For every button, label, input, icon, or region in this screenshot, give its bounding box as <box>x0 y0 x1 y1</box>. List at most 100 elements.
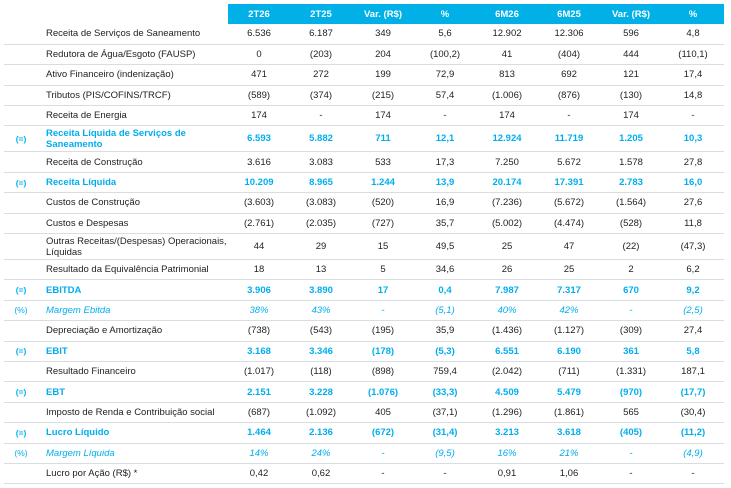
row-value: (1.861) <box>553 406 585 418</box>
row-prefix: (=) <box>15 285 27 296</box>
row-value: 3.618 <box>557 427 581 439</box>
row-label: Custos de Construção <box>46 197 140 209</box>
row-value: (589) <box>247 89 271 101</box>
row-value: 4.509 <box>495 386 519 398</box>
row-value: - <box>381 304 385 316</box>
table-row: Outras Receitas/(Despesas) Operacionais,… <box>4 234 724 260</box>
row-prefix <box>4 463 38 483</box>
row-value: 759,4 <box>433 366 457 378</box>
row-value: (33,3) <box>432 386 458 398</box>
header-row: 2T26 2T25 Var. (R$) % 6M26 6M25 Var. (R$… <box>4 4 724 24</box>
row-value: (672) <box>371 427 395 439</box>
row-value: 27,4 <box>683 325 703 337</box>
row-value: (405) <box>619 427 643 439</box>
table-row: Tributos (PIS/COFINS/TRCF) (589) (374) (215… <box>4 85 724 106</box>
row-value: 41 <box>501 49 513 61</box>
row-label: Receita de Construção <box>46 156 143 168</box>
row-prefix: (%) <box>14 448 28 459</box>
table-row: (=) EBIT 3.168 3.346 (178) (5,3) 6.551 6.190 361… <box>4 341 724 362</box>
row-label: Redutora de Água/Esgoto (FAUSP) <box>46 49 196 61</box>
col-header: 6M26 <box>476 4 538 24</box>
row-value: (1.564) <box>615 197 647 209</box>
row-label: Tributos (PIS/COFINS/TRCF) <box>46 89 171 101</box>
row-value: 174 <box>375 110 391 122</box>
row-value: (118) <box>310 366 332 378</box>
row-value: 21% <box>559 447 579 459</box>
row-value: (1.331) <box>615 366 647 378</box>
row-value: (4.474) <box>553 217 585 229</box>
row-value: - <box>629 447 633 459</box>
row-value: (215) <box>371 89 395 101</box>
row-value: - <box>443 110 447 122</box>
row-value: 1.578 <box>619 156 643 168</box>
row-value: 47 <box>563 241 575 253</box>
col-header: 6M25 <box>538 4 600 24</box>
row-value: (1.092) <box>305 406 337 418</box>
row-value: 2.151 <box>247 386 271 398</box>
row-value: 20.174 <box>492 177 522 189</box>
row-value: (5,3) <box>435 345 455 357</box>
row-value: 72,9 <box>435 69 455 81</box>
row-value: 5.479 <box>557 386 581 398</box>
row-prefix <box>4 213 38 233</box>
row-prefix <box>4 260 38 280</box>
table-row: (=) Receita Líquida 10.209 8.965 1.244 13,9 20… <box>4 172 724 193</box>
table-row: (%) Margem Ebitda 38% 43% - (5,1) 40% 42% - (2,5) <box>4 300 724 321</box>
table-row: Ativo Financeiro (indenização) 471 272 199 7… <box>4 65 724 86</box>
row-value: 14,8 <box>683 89 703 101</box>
row-value: (520) <box>371 197 395 209</box>
row-prefix <box>4 234 38 260</box>
row-value: 565 <box>623 406 639 418</box>
row-value: 2 <box>628 264 634 276</box>
row-value: 1.205 <box>619 133 643 145</box>
row-value: 533 <box>375 156 391 168</box>
row-value: (178) <box>371 345 395 357</box>
row-value: 7.317 <box>557 284 581 296</box>
row-value: (970) <box>619 386 643 398</box>
row-value: 15 <box>377 241 389 253</box>
row-value: (47,3) <box>680 241 706 253</box>
table-row: Resultado da Equivalência Patrimonial 18 1… <box>4 260 724 280</box>
row-value: 711 <box>375 133 391 145</box>
row-value: 10,3 <box>683 133 703 145</box>
row-value: 2.136 <box>309 427 333 439</box>
row-value: 6,2 <box>686 264 700 276</box>
row-prefix <box>4 65 38 85</box>
row-label: EBT <box>46 386 65 398</box>
row-value: (687) <box>247 406 271 418</box>
prefix-header <box>4 4 38 24</box>
row-value: 16% <box>497 447 517 459</box>
row-value: 187,1 <box>681 366 705 378</box>
row-value: (2.035) <box>305 217 337 229</box>
row-value: 349 <box>375 28 391 40</box>
row-value: 692 <box>561 69 577 81</box>
row-value: 5,8 <box>686 345 700 357</box>
row-prefix <box>4 85 38 105</box>
row-value: 38% <box>249 304 269 316</box>
row-prefix <box>4 193 38 213</box>
row-value: - <box>319 110 323 122</box>
row-value: 49,5 <box>435 241 455 253</box>
row-label: Receita Líquida de Serviços de Saneament… <box>46 127 186 150</box>
row-label: Resultado Financeiro <box>46 366 136 378</box>
row-value: 13,9 <box>435 177 455 189</box>
table-row: Imposto de Renda e Contribuição social (6… <box>4 402 724 423</box>
row-value: 3.890 <box>309 284 333 296</box>
row-value: (898) <box>371 366 395 378</box>
table-row: Custos e Despesas (2.761) (2.035) (727) 35,7… <box>4 213 724 234</box>
row-value: 813 <box>499 69 515 81</box>
row-prefix: (=) <box>15 387 27 398</box>
col-header: Var. (R$) <box>352 4 414 24</box>
row-value: 204 <box>375 49 391 61</box>
row-value: 6.551 <box>495 345 519 357</box>
row-value: 174 <box>251 110 267 122</box>
financial-results-table: 2T26 2T25 Var. (R$) % 6M26 6M25 Var. (R$… <box>4 4 724 484</box>
row-value: 7.250 <box>495 156 519 168</box>
col-header: Var. (R$) <box>600 4 662 24</box>
row-prefix <box>4 44 38 64</box>
row-value: (1.076) <box>367 386 399 398</box>
row-value: 6.187 <box>309 28 333 40</box>
row-prefix: (%) <box>14 305 28 316</box>
row-value: 8.965 <box>309 177 333 189</box>
table-row: Receita de Serviços de Saneamento 6.536 6.… <box>4 24 724 45</box>
